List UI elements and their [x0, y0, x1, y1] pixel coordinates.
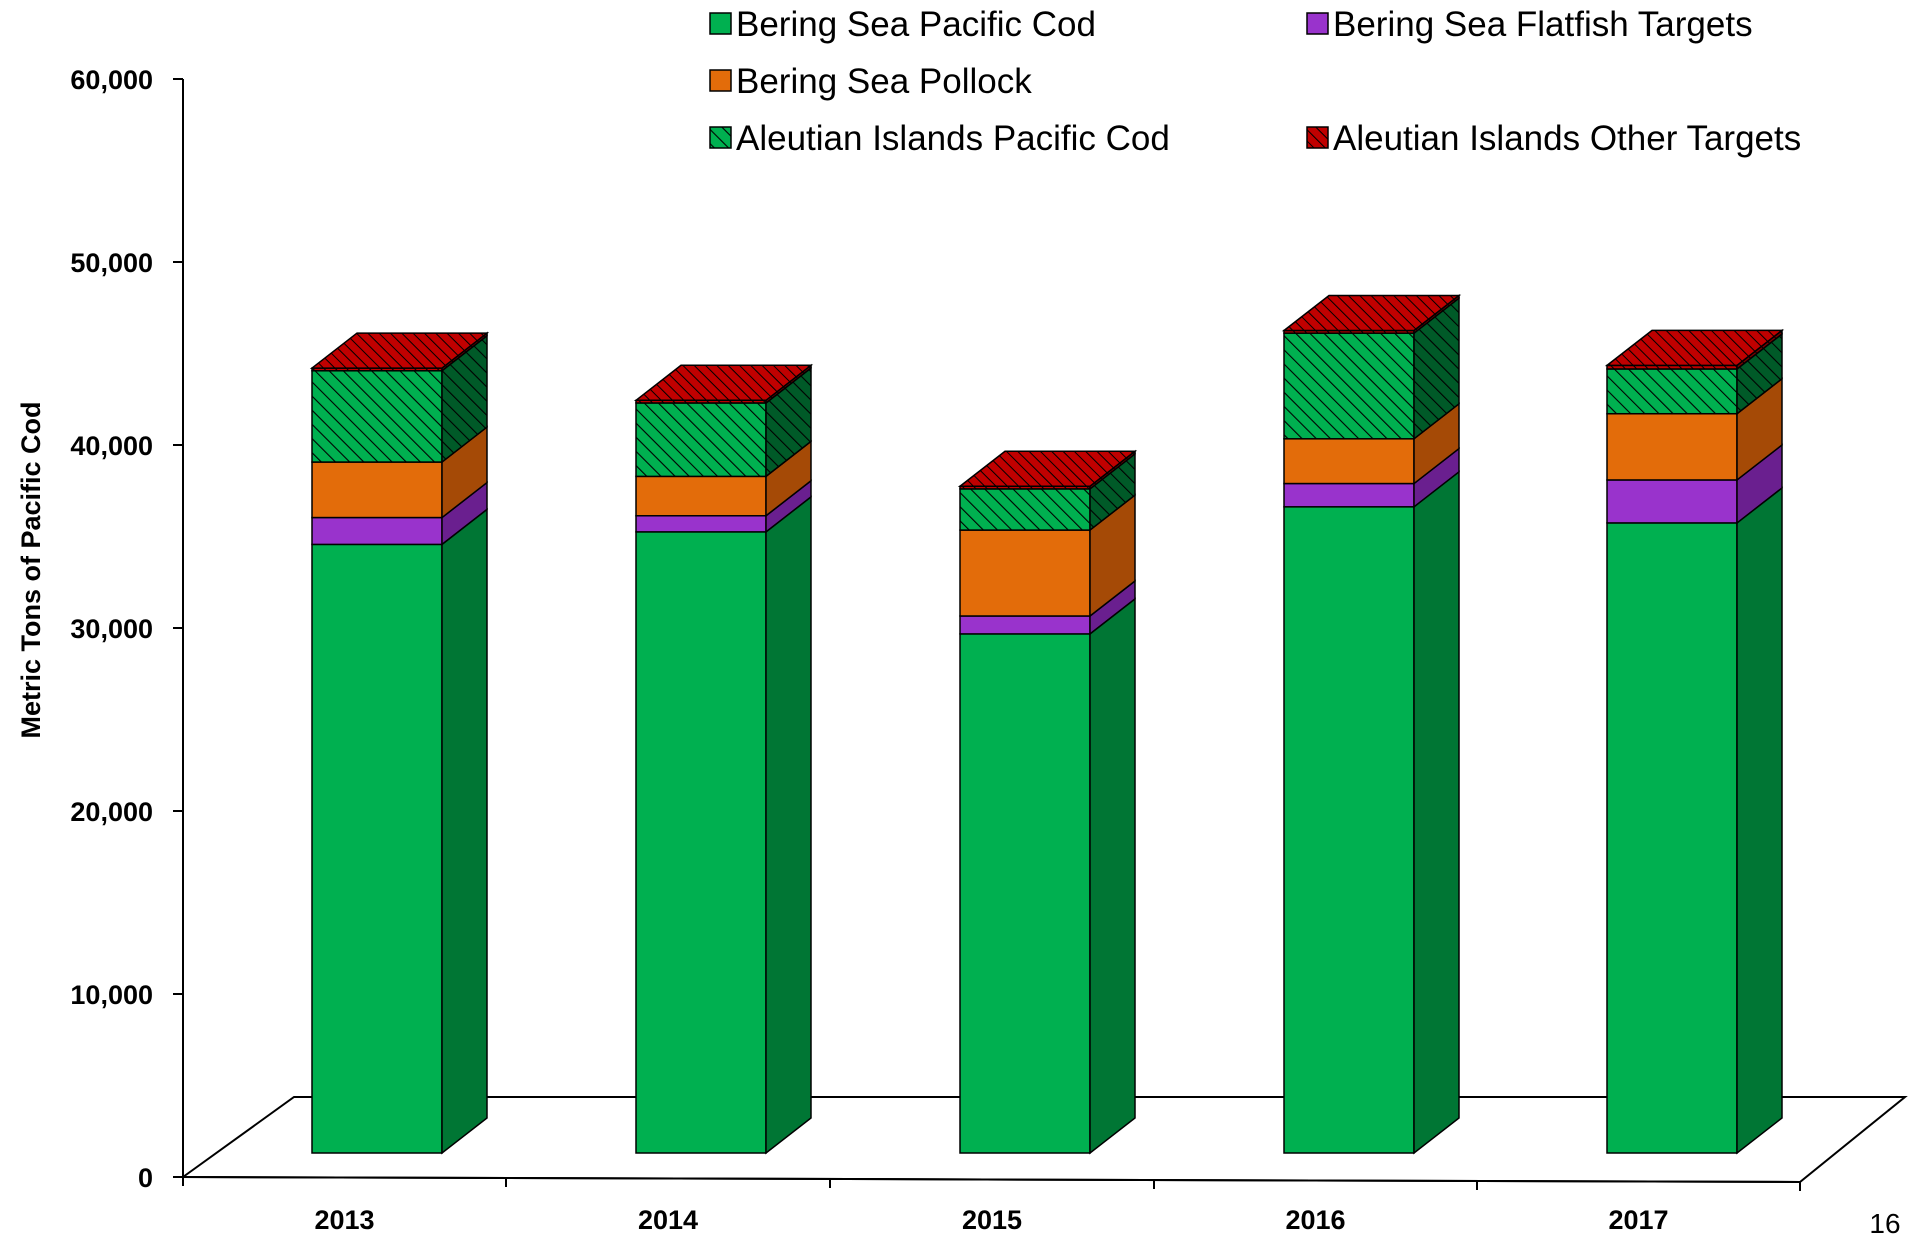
bar-side	[1736, 486, 1783, 1155]
legend-item: Bering Sea Flatfish Targets	[1306, 5, 1753, 44]
bar-segment	[957, 449, 1138, 491]
bar-top	[1281, 294, 1462, 332]
x-tick-label: 2016	[1285, 1205, 1345, 1235]
bar-segment	[1283, 470, 1460, 1155]
bar-front	[1606, 522, 1738, 1154]
bar-segment	[635, 495, 812, 1155]
bar-top	[957, 450, 1138, 487]
x-tick-label: 2015	[962, 1205, 1022, 1235]
legend-swatch	[709, 12, 732, 35]
legend-label: Aleutian Islands Pacific Cod	[736, 119, 1170, 158]
bar-segment	[311, 481, 488, 546]
legend-item: Aleutian Islands Other Targets	[1306, 119, 1801, 158]
bar-segment	[1606, 443, 1783, 525]
y-tick-label: 10,000	[70, 980, 153, 1010]
bar-top	[309, 332, 490, 369]
legend: Bering Sea Pacific Cod Bering Sea Flatfis…	[709, 5, 1801, 158]
bar-segment	[633, 363, 814, 405]
bar-stack-2017	[1604, 328, 1785, 1155]
legend-label: Bering Sea Pacific Cod	[736, 5, 1096, 44]
bar-front	[959, 633, 1091, 1154]
bar-front	[311, 543, 443, 1154]
bar-front	[1283, 332, 1415, 440]
bar-segment	[1604, 328, 1785, 371]
bar-front	[311, 370, 443, 463]
bar-front	[1283, 438, 1415, 485]
bar-front	[1283, 482, 1415, 508]
bar-segment	[959, 579, 1136, 636]
bar-front	[1283, 506, 1415, 1154]
bar-stack-2014	[633, 363, 814, 1155]
floor-plane	[179, 1096, 1908, 1184]
legend-label: Bering Sea Flatfish Targets	[1333, 5, 1753, 44]
bar-front	[311, 516, 443, 546]
legend-item: Bering Sea Pacific Cod	[709, 5, 1096, 44]
y-tick-label: 50,000	[70, 248, 153, 278]
bar-segment	[1606, 486, 1783, 1155]
y-tick-label: 30,000	[70, 614, 153, 644]
y-tick-label: 40,000	[70, 431, 153, 461]
legend-label: Bering Sea Pollock	[736, 62, 1032, 101]
bar-segment	[311, 507, 488, 1155]
bar-segment	[309, 331, 490, 373]
legend-swatch	[1306, 126, 1329, 149]
bar-segment	[311, 334, 488, 464]
bar-front	[635, 515, 767, 533]
bar-top	[633, 364, 814, 402]
bar-side	[765, 495, 812, 1155]
y-tick-label: 20,000	[70, 797, 153, 827]
bar-front	[1606, 479, 1738, 524]
y-axis-label: Metric Tons of Pacific Cod	[16, 401, 46, 738]
bar-side	[1413, 470, 1460, 1155]
bar-front	[1606, 412, 1738, 481]
y-tick-label: 0	[138, 1163, 153, 1193]
bar-segment	[1283, 402, 1460, 486]
bar-front	[959, 529, 1091, 617]
x-tick-label: 2014	[638, 1205, 698, 1235]
bar-front	[959, 488, 1091, 531]
legend-swatch	[1306, 12, 1329, 35]
x-tick-label: 2013	[314, 1205, 374, 1235]
x-tick-label: 2017	[1608, 1205, 1668, 1235]
legend-swatch	[709, 69, 732, 92]
bar-side	[441, 507, 488, 1155]
legend-item: Aleutian Islands Pacific Cod	[709, 119, 1170, 158]
bar-stack-2013	[309, 331, 490, 1155]
bar-segment	[1283, 296, 1460, 441]
bar-segment	[959, 597, 1136, 1155]
legend-item: Bering Sea Pollock	[709, 62, 1032, 101]
bar-stack-2015	[957, 449, 1138, 1155]
bar-side	[1089, 597, 1136, 1155]
bar-segment	[1606, 377, 1783, 482]
bar-front	[311, 461, 443, 519]
legend-label: Aleutian Islands Other Targets	[1333, 119, 1801, 158]
bar-top	[1604, 329, 1785, 367]
bar-front	[1606, 368, 1738, 415]
bar-segment	[311, 425, 488, 520]
bar-segment	[1281, 293, 1462, 335]
bar-front	[635, 531, 767, 1154]
bar-stack-2016	[1281, 293, 1462, 1155]
y-tick-label: 60,000	[70, 65, 153, 95]
bar-front	[959, 615, 1091, 635]
bar-front	[635, 402, 767, 478]
bar-front	[635, 475, 767, 517]
bars	[309, 293, 1785, 1155]
axes: 0 10,000 20,000 30,000 40,000 50,000 60,000 201…	[70, 65, 1908, 1235]
bar-segment	[959, 493, 1136, 618]
page-number: 16	[1869, 1208, 1900, 1235]
legend-swatch	[709, 126, 732, 149]
